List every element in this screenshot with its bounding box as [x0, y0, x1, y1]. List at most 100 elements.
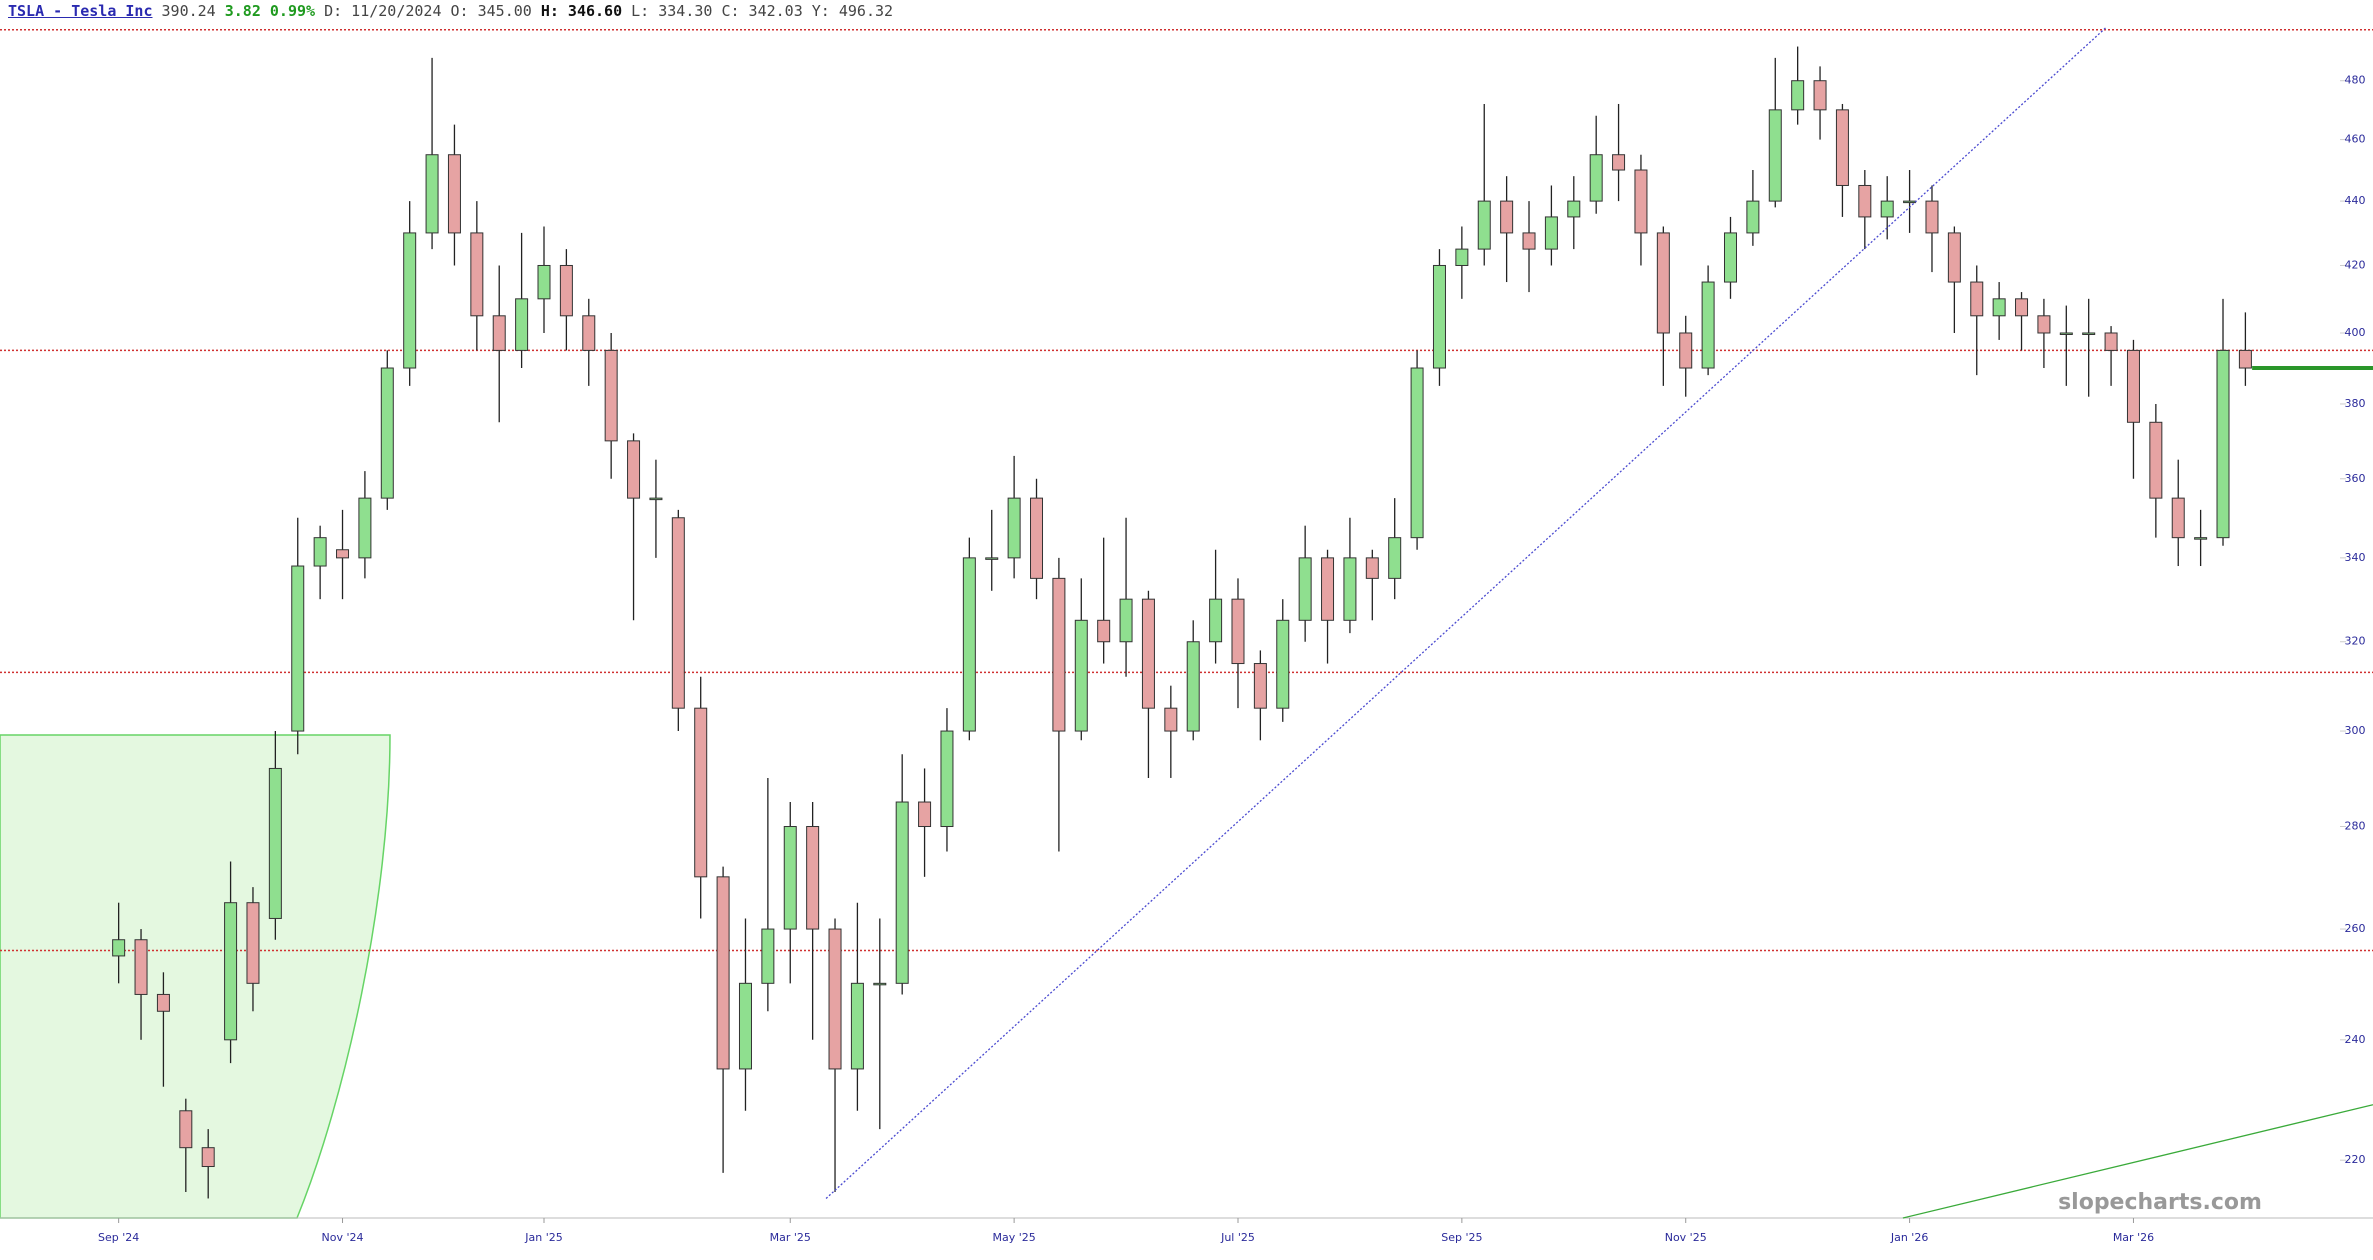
- candle-body: [492, 315, 506, 351]
- candle-body: [470, 232, 484, 317]
- candle-body: [313, 537, 327, 567]
- candle-body: [1791, 80, 1805, 111]
- candle-body: [828, 928, 842, 1070]
- candle-body: [1097, 619, 1111, 643]
- x-tick-label: Jul '25: [1220, 1231, 1255, 1244]
- y-tick-label: 360: [2345, 472, 2366, 485]
- candle-body: [1925, 200, 1939, 234]
- candle-body: [918, 801, 932, 828]
- candle-body: [1522, 232, 1536, 250]
- y-tick-label: 420: [2345, 258, 2366, 271]
- candle-body: [1276, 619, 1290, 709]
- x-tick-label: Sep '25: [1441, 1231, 1482, 1244]
- candle-body: [1701, 281, 1715, 369]
- candle-body: [1052, 577, 1066, 732]
- close: C: 342.03: [721, 2, 803, 20]
- candle-body: [1746, 200, 1760, 234]
- candle-body: [582, 315, 596, 351]
- trendline: [1902, 1104, 2373, 1219]
- candle-body: [2082, 332, 2096, 335]
- low: L: 334.30: [631, 2, 713, 20]
- candle-body: [671, 517, 685, 709]
- y-tick-label: 460: [2345, 133, 2366, 146]
- header: TSLA - Tesla Inc 390.24 3.82 0.99% D: 11…: [8, 2, 893, 20]
- y-tick-label: 260: [2345, 922, 2366, 935]
- x-tick-label: Nov '24: [322, 1231, 364, 1244]
- candle-body: [1903, 200, 1917, 204]
- y-tick-label: 300: [2345, 724, 2366, 737]
- candle-body: [783, 826, 797, 930]
- candle-body: [291, 565, 305, 732]
- candle-body: [940, 730, 954, 828]
- y-tick-label: 320: [2345, 635, 2366, 648]
- candle-body: [1567, 200, 1581, 218]
- change: 3.82: [224, 2, 261, 20]
- candle-body: [403, 232, 417, 369]
- x-tick-label: Jan '25: [524, 1231, 562, 1244]
- y-tick-label: 340: [2345, 551, 2366, 564]
- y-tick-label: 380: [2345, 397, 2366, 410]
- candle-body: [2126, 349, 2140, 423]
- candle-body: [1343, 557, 1357, 621]
- candle-body: [1768, 109, 1782, 202]
- candle-body: [1321, 557, 1335, 621]
- candle-body: [1119, 598, 1133, 643]
- candle-body: [112, 939, 126, 957]
- x-tick-label: Sep '24: [98, 1231, 139, 1244]
- candle-body: [1455, 248, 1469, 266]
- candle-body: [1992, 298, 2006, 317]
- candle-body: [2216, 349, 2230, 539]
- candle-body: [1074, 619, 1088, 732]
- candle-body: [895, 801, 909, 984]
- candle-body: [1544, 216, 1558, 250]
- candle-body: [1835, 109, 1849, 186]
- trendline: [825, 26, 2108, 1199]
- candle-body: [1388, 537, 1402, 579]
- high: H: 346.60: [540, 2, 623, 20]
- candle-body: [985, 557, 999, 560]
- candle-body: [1612, 154, 1626, 171]
- candle-body: [156, 993, 170, 1012]
- candle-body: [738, 982, 752, 1070]
- candle-body: [1589, 154, 1603, 202]
- candle-body: [1141, 598, 1155, 709]
- candle-body: [1365, 557, 1379, 579]
- candle-body: [1410, 367, 1424, 539]
- candle-body: [2015, 298, 2029, 317]
- y-tick-label: 280: [2345, 820, 2366, 833]
- y-tick-label: 480: [2345, 74, 2366, 87]
- candle-body: [1477, 200, 1491, 250]
- candle-body: [962, 557, 976, 732]
- candle-body: [179, 1110, 193, 1149]
- candle-body: [1007, 497, 1021, 559]
- candle-body: [2059, 332, 2073, 335]
- year-high: Y: 496.32: [811, 2, 894, 20]
- candle-body: [201, 1147, 215, 1168]
- date: D: 11/20/2024: [324, 2, 442, 20]
- candle-body: [1253, 663, 1267, 709]
- candle-body: [1656, 232, 1670, 334]
- candle-body: [1500, 200, 1514, 234]
- candle-body: [425, 154, 439, 234]
- candle-body: [2149, 421, 2163, 499]
- last-price: 390.24: [161, 2, 216, 20]
- x-tick-label: Jan '26: [1890, 1231, 1928, 1244]
- candle-body: [1880, 200, 1894, 218]
- candle-body: [2238, 349, 2252, 369]
- candle-body: [2104, 332, 2118, 351]
- candle-body: [2171, 497, 2185, 539]
- candle-body: [761, 928, 775, 984]
- y-tick-label: 220: [2345, 1153, 2366, 1166]
- candle-body: [358, 497, 372, 559]
- candle-body: [2194, 537, 2208, 540]
- symbol[interactable]: TSLA - Tesla Inc: [8, 2, 153, 20]
- candle-body: [1231, 598, 1245, 665]
- candle-body: [336, 549, 350, 559]
- y-tick-label: 400: [2345, 326, 2366, 339]
- candle-body: [2037, 315, 2051, 334]
- zone-annotation: [0, 734, 391, 1219]
- candle-body: [649, 497, 663, 501]
- candle-body: [1164, 707, 1178, 732]
